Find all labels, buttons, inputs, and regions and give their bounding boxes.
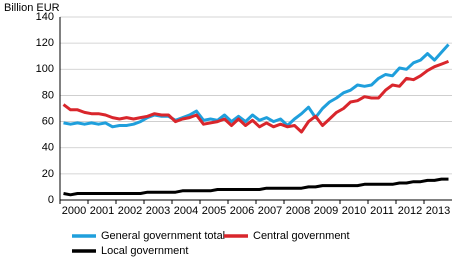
x-tick-label: 2012 [398, 205, 422, 217]
x-tick-label: 2001 [90, 205, 114, 217]
x-tick-label: 2013 [426, 205, 450, 217]
x-tick-label: 2011 [370, 205, 394, 217]
y-tick-label: 100 [36, 63, 54, 75]
series-line [63, 177, 449, 197]
x-tick-label: 2007 [258, 205, 282, 217]
x-tick-label: 2008 [286, 205, 310, 217]
y-tick-label: 80 [42, 89, 54, 101]
y-tick-label: 0 [48, 194, 54, 206]
x-tick-label: 2002 [118, 205, 142, 217]
y-tick-label: 40 [42, 142, 54, 154]
x-tick-label: 2010 [342, 205, 366, 217]
legend-label: Local government [101, 245, 188, 257]
y-tick-label: 20 [42, 168, 54, 180]
legend-label: Central government [253, 230, 350, 242]
y-tick-label: 60 [42, 115, 54, 127]
x-tick-label: 2004 [174, 205, 198, 217]
x-tick-label: 2009 [314, 205, 338, 217]
series-line [63, 43, 450, 129]
x-tick-label: 2006 [230, 205, 254, 217]
series-line [62, 60, 450, 134]
y-tick-label: 120 [36, 37, 54, 49]
y-axis-label: Billion EUR [4, 2, 60, 14]
x-tick-label: 2000 [62, 205, 86, 217]
legend-label: General government total [101, 230, 225, 242]
x-tick-label: 2003 [146, 205, 170, 217]
x-tick-label: 2005 [202, 205, 226, 217]
y-tick-label: 140 [36, 11, 54, 23]
